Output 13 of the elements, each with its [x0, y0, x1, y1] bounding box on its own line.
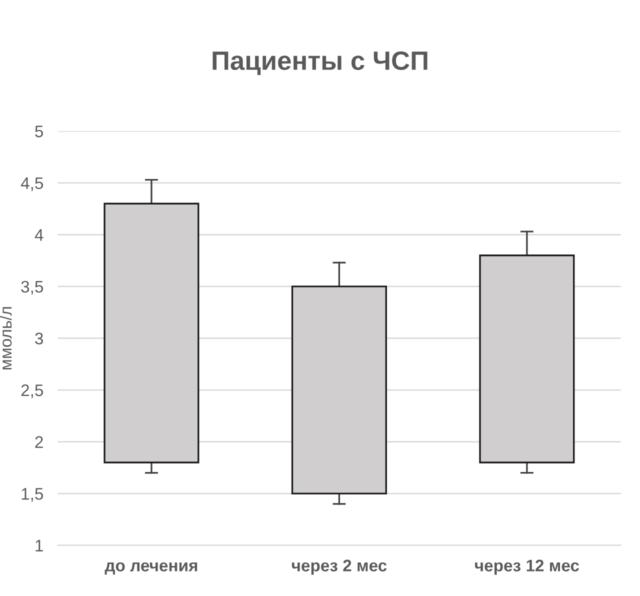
y-tick-label: 1	[36, 540, 43, 552]
y-tick-label: 2,5	[21, 384, 44, 398]
x-tick-label: через 12 мес	[475, 560, 580, 575]
y-tick-label: 1,5	[22, 488, 44, 502]
y-tick-label: 3,5	[21, 280, 44, 295]
y-tick-label: 4,5	[20, 177, 44, 192]
y-tick-label: 3	[35, 332, 43, 344]
chart-title: Пациенты с ЧСП	[212, 51, 428, 76]
y-tick-label: 4	[34, 229, 44, 241]
y-tick-label: 2	[35, 436, 43, 448]
y-tick-label: 5	[35, 126, 44, 138]
x-tick-label: до лечения	[104, 562, 198, 575]
x-tick-label: через 2 мес	[292, 560, 387, 575]
